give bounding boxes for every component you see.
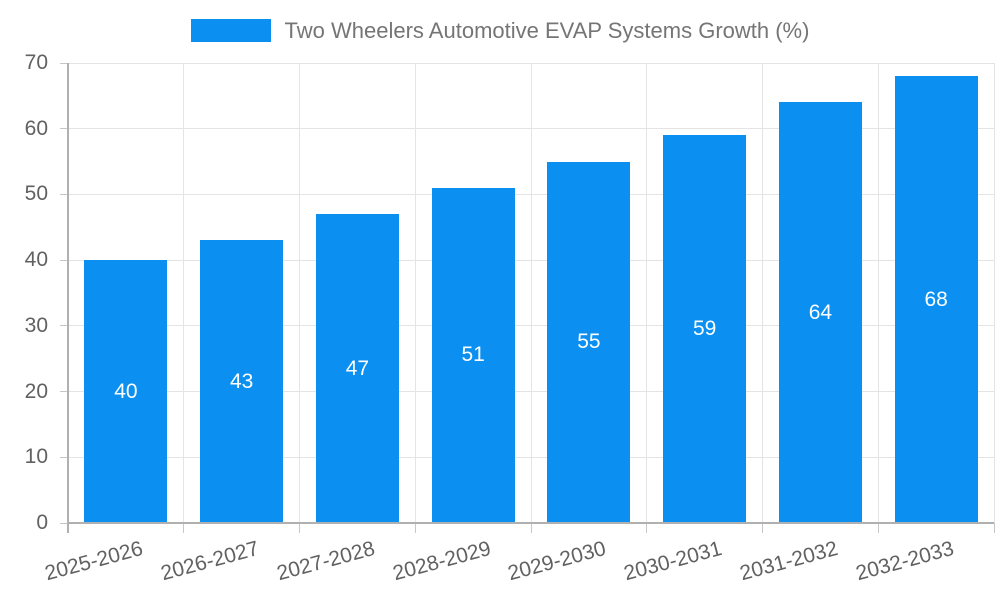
x-tick: [183, 523, 185, 533]
bar[interactable]: 51: [431, 187, 515, 523]
y-tick: [60, 391, 68, 393]
gridline-v: [993, 63, 995, 523]
x-tick: [646, 523, 648, 533]
x-axis-label: 2032-2033: [853, 537, 957, 586]
gridline-v: [299, 63, 300, 523]
y-tick: [60, 456, 68, 458]
gridline-v: [877, 63, 879, 523]
gridline-v: [762, 63, 763, 523]
y-tick: [60, 325, 68, 327]
bar-value-label: 47: [345, 356, 370, 380]
x-tick: [993, 523, 995, 533]
x-axis-label: 2031-2032: [737, 537, 841, 586]
bar[interactable]: 64: [778, 102, 862, 523]
gridline-v: [530, 63, 532, 523]
y-axis-label: 30: [24, 313, 48, 337]
y-tick: [60, 128, 68, 130]
gridline-v: [183, 63, 185, 523]
y-tick: [60, 62, 68, 64]
y-axis-label: 50: [24, 182, 48, 206]
bar-value-label: 40: [114, 379, 138, 403]
legend: Two Wheelers Automotive EVAP Systems Gro…: [0, 17, 1000, 44]
x-tick: [530, 523, 532, 533]
y-axis-label: 20: [24, 379, 48, 403]
bar-value-label: 43: [229, 369, 254, 393]
y-axis-label: 60: [24, 116, 48, 140]
bar[interactable]: 47: [315, 214, 399, 523]
y-tick: [60, 259, 68, 261]
x-tick: [877, 523, 879, 533]
x-axis-label: 2030-2031: [621, 537, 725, 586]
x-axis-line: [66, 521, 994, 524]
x-axis-label: 2025-2026: [42, 537, 146, 586]
y-axis-line: [66, 63, 69, 533]
gridline-v: [646, 63, 648, 523]
y-axis-label: 10: [24, 445, 48, 469]
bar[interactable]: 68: [894, 76, 978, 523]
y-axis-label: 70: [24, 51, 48, 74]
bar-value-label: 59: [692, 317, 717, 341]
bar-value-label: 68: [924, 287, 948, 311]
bar-value-label: 51: [461, 343, 485, 367]
x-tick: [414, 523, 416, 533]
y-tick: [60, 193, 68, 195]
legend-swatch: [190, 19, 271, 42]
x-axis-label: 2027-2028: [274, 537, 378, 586]
bar[interactable]: 55: [547, 161, 631, 523]
y-axis-label: 0: [36, 511, 48, 534]
chart-title: Two Wheelers Automotive EVAP Systems Gro…: [284, 18, 810, 43]
x-axis-label: 2029-2030: [505, 537, 609, 586]
bar-value-label: 64: [808, 300, 833, 324]
x-tick: [299, 523, 300, 533]
bar[interactable]: 59: [663, 135, 747, 523]
y-tick: [60, 522, 68, 524]
x-axis-label: 2028-2029: [390, 537, 494, 586]
y-axis-label: 40: [24, 248, 48, 272]
bar[interactable]: 40: [84, 260, 168, 523]
gridline-v: [414, 63, 416, 523]
x-tick: [762, 523, 763, 533]
bar-value-label: 55: [577, 330, 601, 354]
x-axis-label: 2026-2027: [158, 537, 262, 586]
bar[interactable]: 43: [200, 240, 284, 523]
